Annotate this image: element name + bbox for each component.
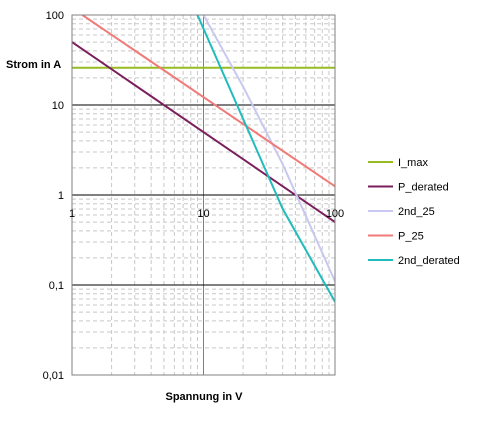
legend-label: P_25 [398,231,424,243]
x-axis-label: Spannung in V [166,391,244,403]
tick-labels: 1 10 100 0,01 0,1 1 10 100 [43,10,345,382]
legend: I_max P_derated 2nd_25 P_25 2nd_derated [368,157,460,267]
legend-item: 2nd_derated [368,255,460,267]
y-tick-label: 100 [46,10,64,22]
series-line-2nd-derated [196,15,335,303]
plot-border [71,14,336,376]
series-line-2nd-25 [202,15,335,282]
legend-label: I_max [398,157,428,169]
y-tick-label: 1 [58,190,64,202]
grid [72,15,335,375]
series-line-p-derated [72,41,335,223]
y-tick-label: 10 [52,100,64,112]
y-tick-label: 0,01 [43,370,64,382]
y-tick-label: 0,1 [49,280,64,292]
series-lines [72,15,335,303]
legend-item: 2nd_25 [368,206,435,218]
series-line-p-25 [81,15,335,188]
y-axis-label: Strom in A [6,59,61,71]
legend-label: 2nd_25 [398,206,435,218]
legend-item: P_derated [368,182,449,194]
x-tick-label: 100 [326,208,344,220]
x-tick-label: 1 [69,208,75,220]
legend-item: P_25 [368,231,424,243]
legend-label: 2nd_derated [398,255,460,267]
legend-label: P_derated [398,182,449,194]
legend-item: I_max [368,157,428,169]
x-tick-label: 10 [197,208,209,220]
